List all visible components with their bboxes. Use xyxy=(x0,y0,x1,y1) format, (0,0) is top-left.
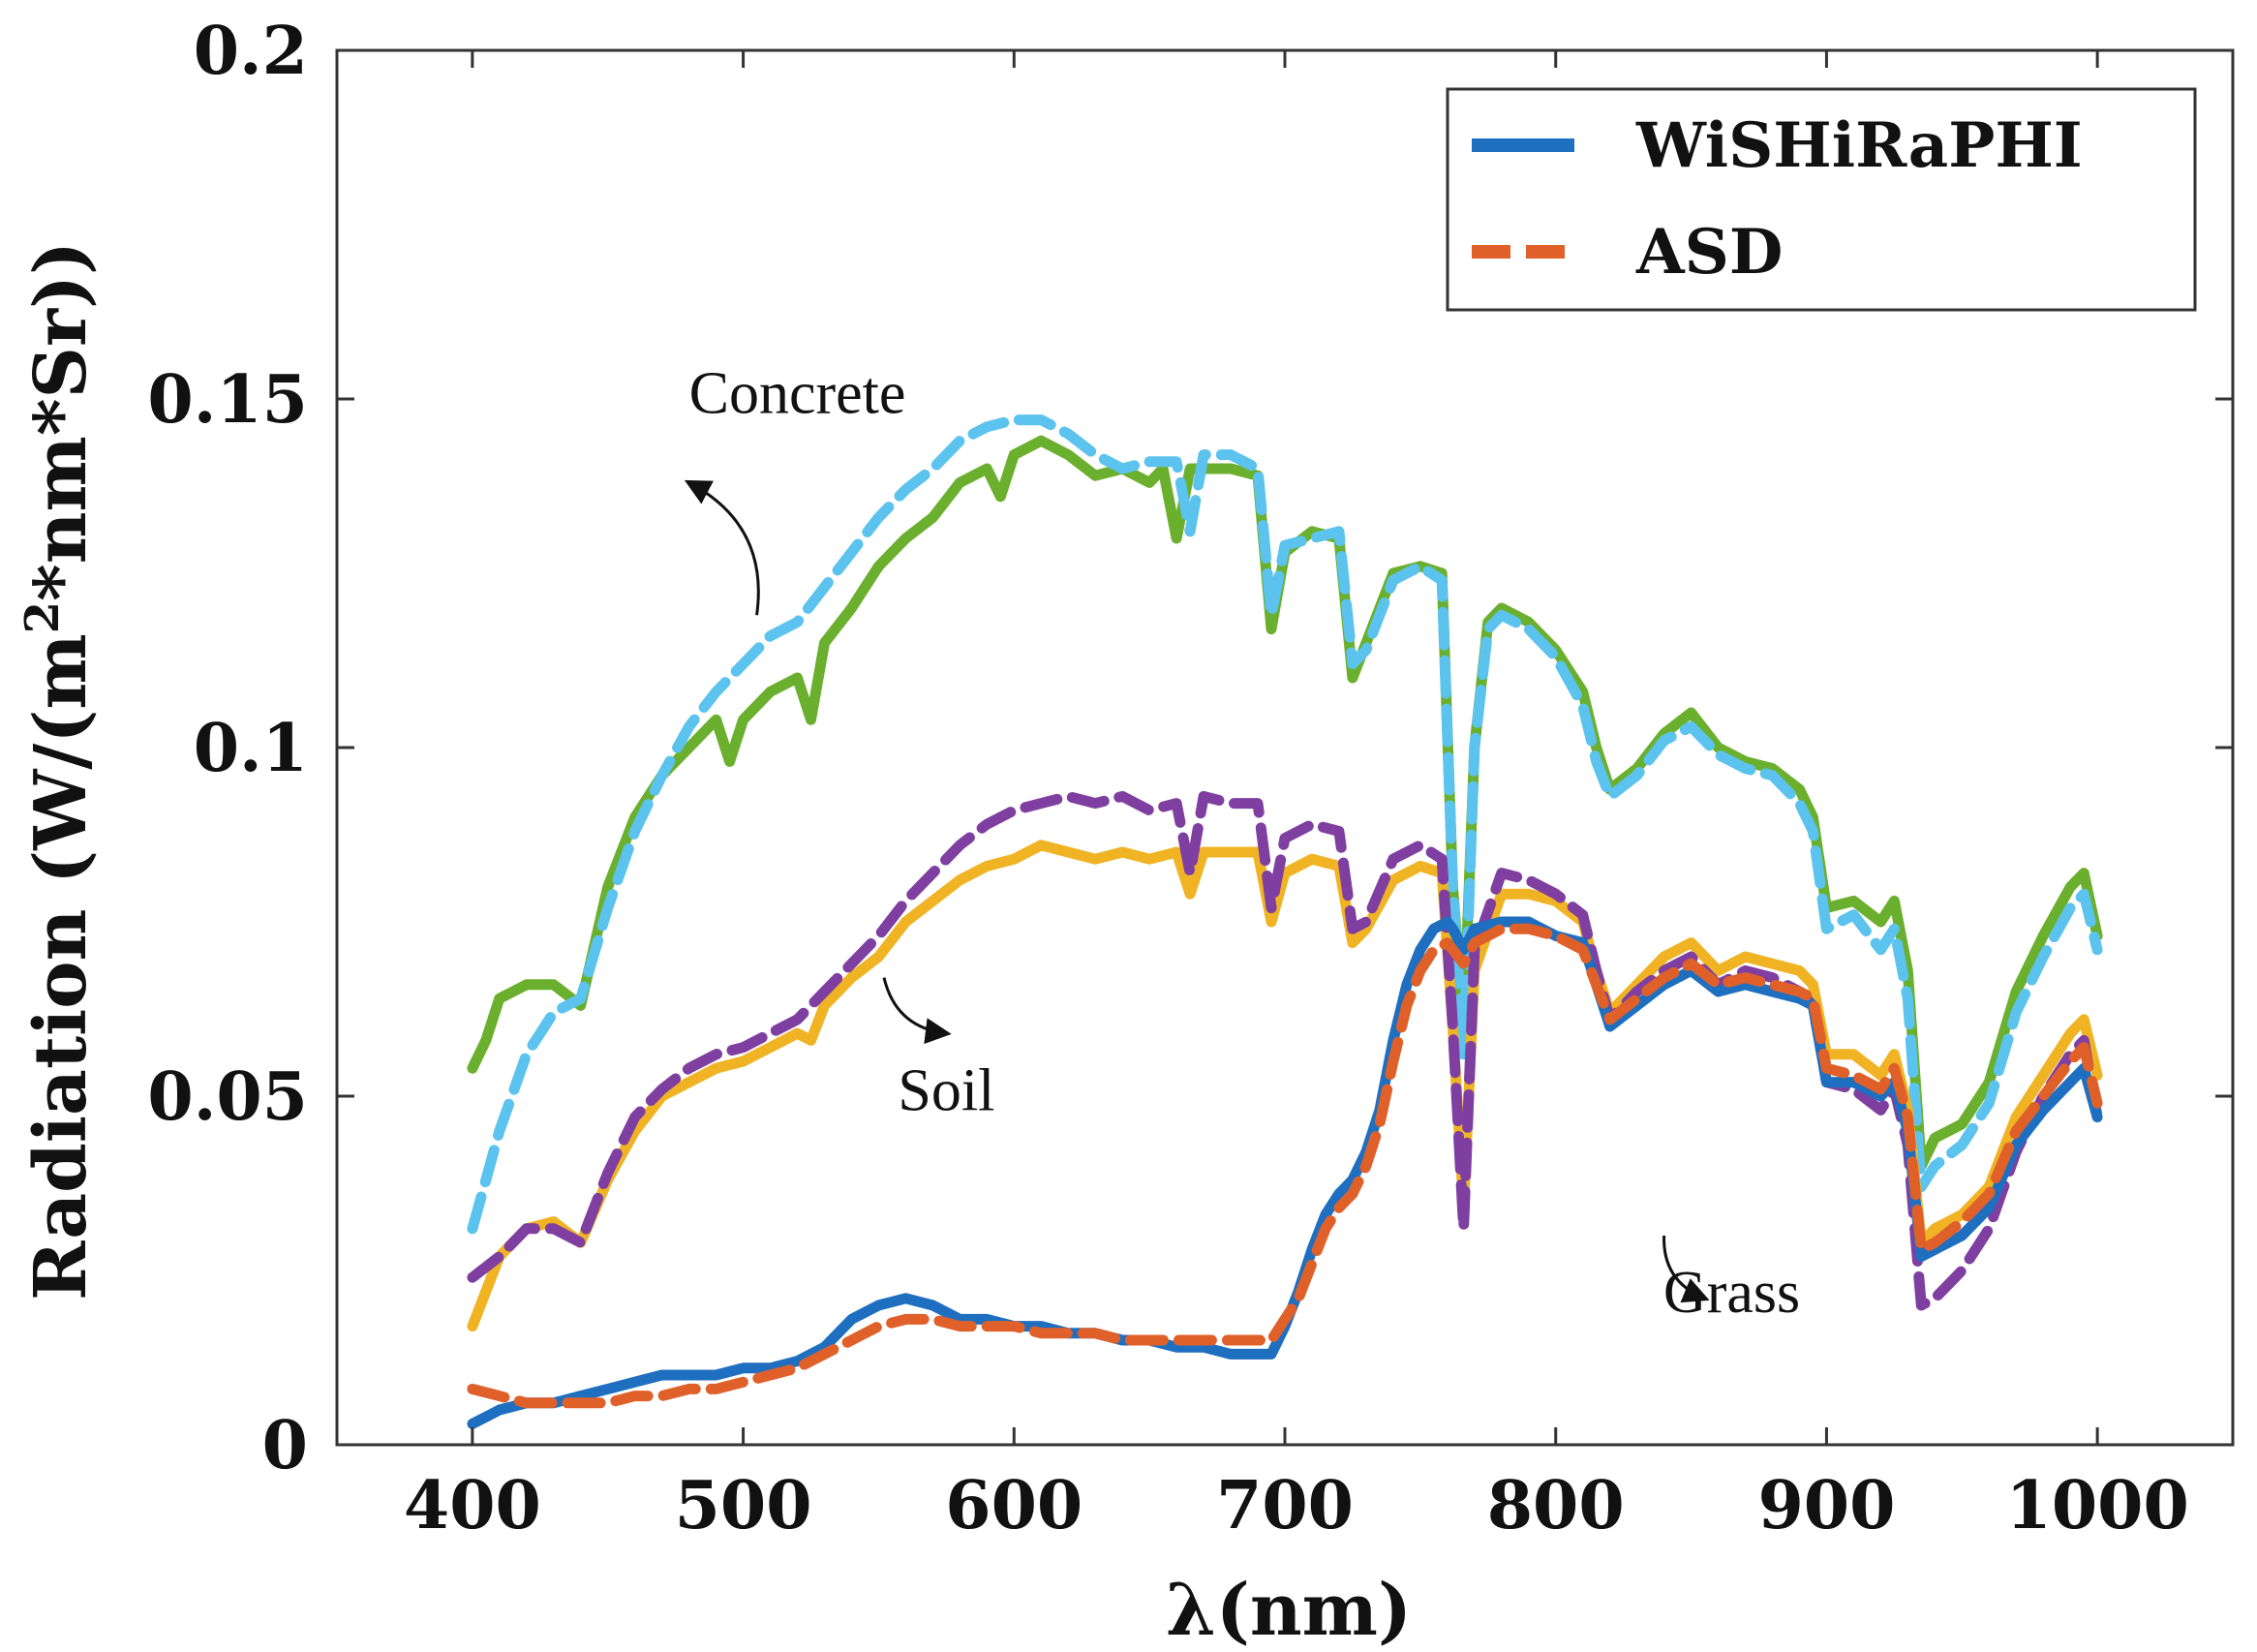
x-tick-label: 700 xyxy=(1216,1467,1354,1545)
y-tick-label: 0.15 xyxy=(147,361,308,439)
annotation-arrow-grass xyxy=(1662,1235,1710,1303)
y-axis-title: Radiation (W/(m2*nm*Sr)) xyxy=(15,241,103,1300)
series-line-soil-asd xyxy=(467,790,2103,1311)
axes-layer: 400 500 600 700 800 900 1000 0 0.05 0.1 0.15 0.2 xyxy=(147,13,2235,1545)
y-axis-title-superscript: 2 xyxy=(15,601,70,633)
annotation-layer: Concrete Soil Grass xyxy=(684,360,1800,1326)
legend-box xyxy=(1446,87,2197,312)
legend: WiSHiRaPHI ASD xyxy=(1446,87,2197,312)
annotation-concrete: Concrete xyxy=(689,360,906,426)
series-line-grass-asd xyxy=(467,923,2103,1409)
y-tick-label: 0.05 xyxy=(147,1058,308,1136)
y-axis-title-part-1: Radiation (W/(m xyxy=(19,633,103,1300)
annotation-arrow-concrete xyxy=(684,479,760,616)
series-line-grass-wishiraphi xyxy=(467,916,2103,1429)
x-tick-label: 400 xyxy=(404,1467,541,1545)
annotation-grass: Grass xyxy=(1663,1260,1800,1326)
series-line-concrete-asd xyxy=(467,414,2103,1235)
x-tick-label: 900 xyxy=(1757,1467,1895,1545)
x-axis-title: λ(nm) xyxy=(1166,1569,1412,1652)
annotation-soil: Soil xyxy=(898,1057,994,1123)
legend-label-asd: ASD xyxy=(1635,216,1783,289)
y-tick-label: 0.1 xyxy=(194,710,308,787)
x-tick-label: 500 xyxy=(675,1467,812,1545)
legend-label-wishiraphi: WiSHiRaPHI xyxy=(1635,109,2083,182)
x-tick-label: 800 xyxy=(1487,1467,1625,1545)
x-tick-label: 600 xyxy=(945,1467,1083,1545)
y-tick-label: 0 xyxy=(262,1407,308,1484)
x-tick-label: 1000 xyxy=(2006,1467,2189,1545)
y-tick-label: 0.2 xyxy=(194,13,308,90)
y-axis-title-part-2: *nm*Sr)) xyxy=(19,241,103,601)
annotation-arrow-soil xyxy=(882,977,952,1045)
series-layer xyxy=(467,414,2103,1429)
